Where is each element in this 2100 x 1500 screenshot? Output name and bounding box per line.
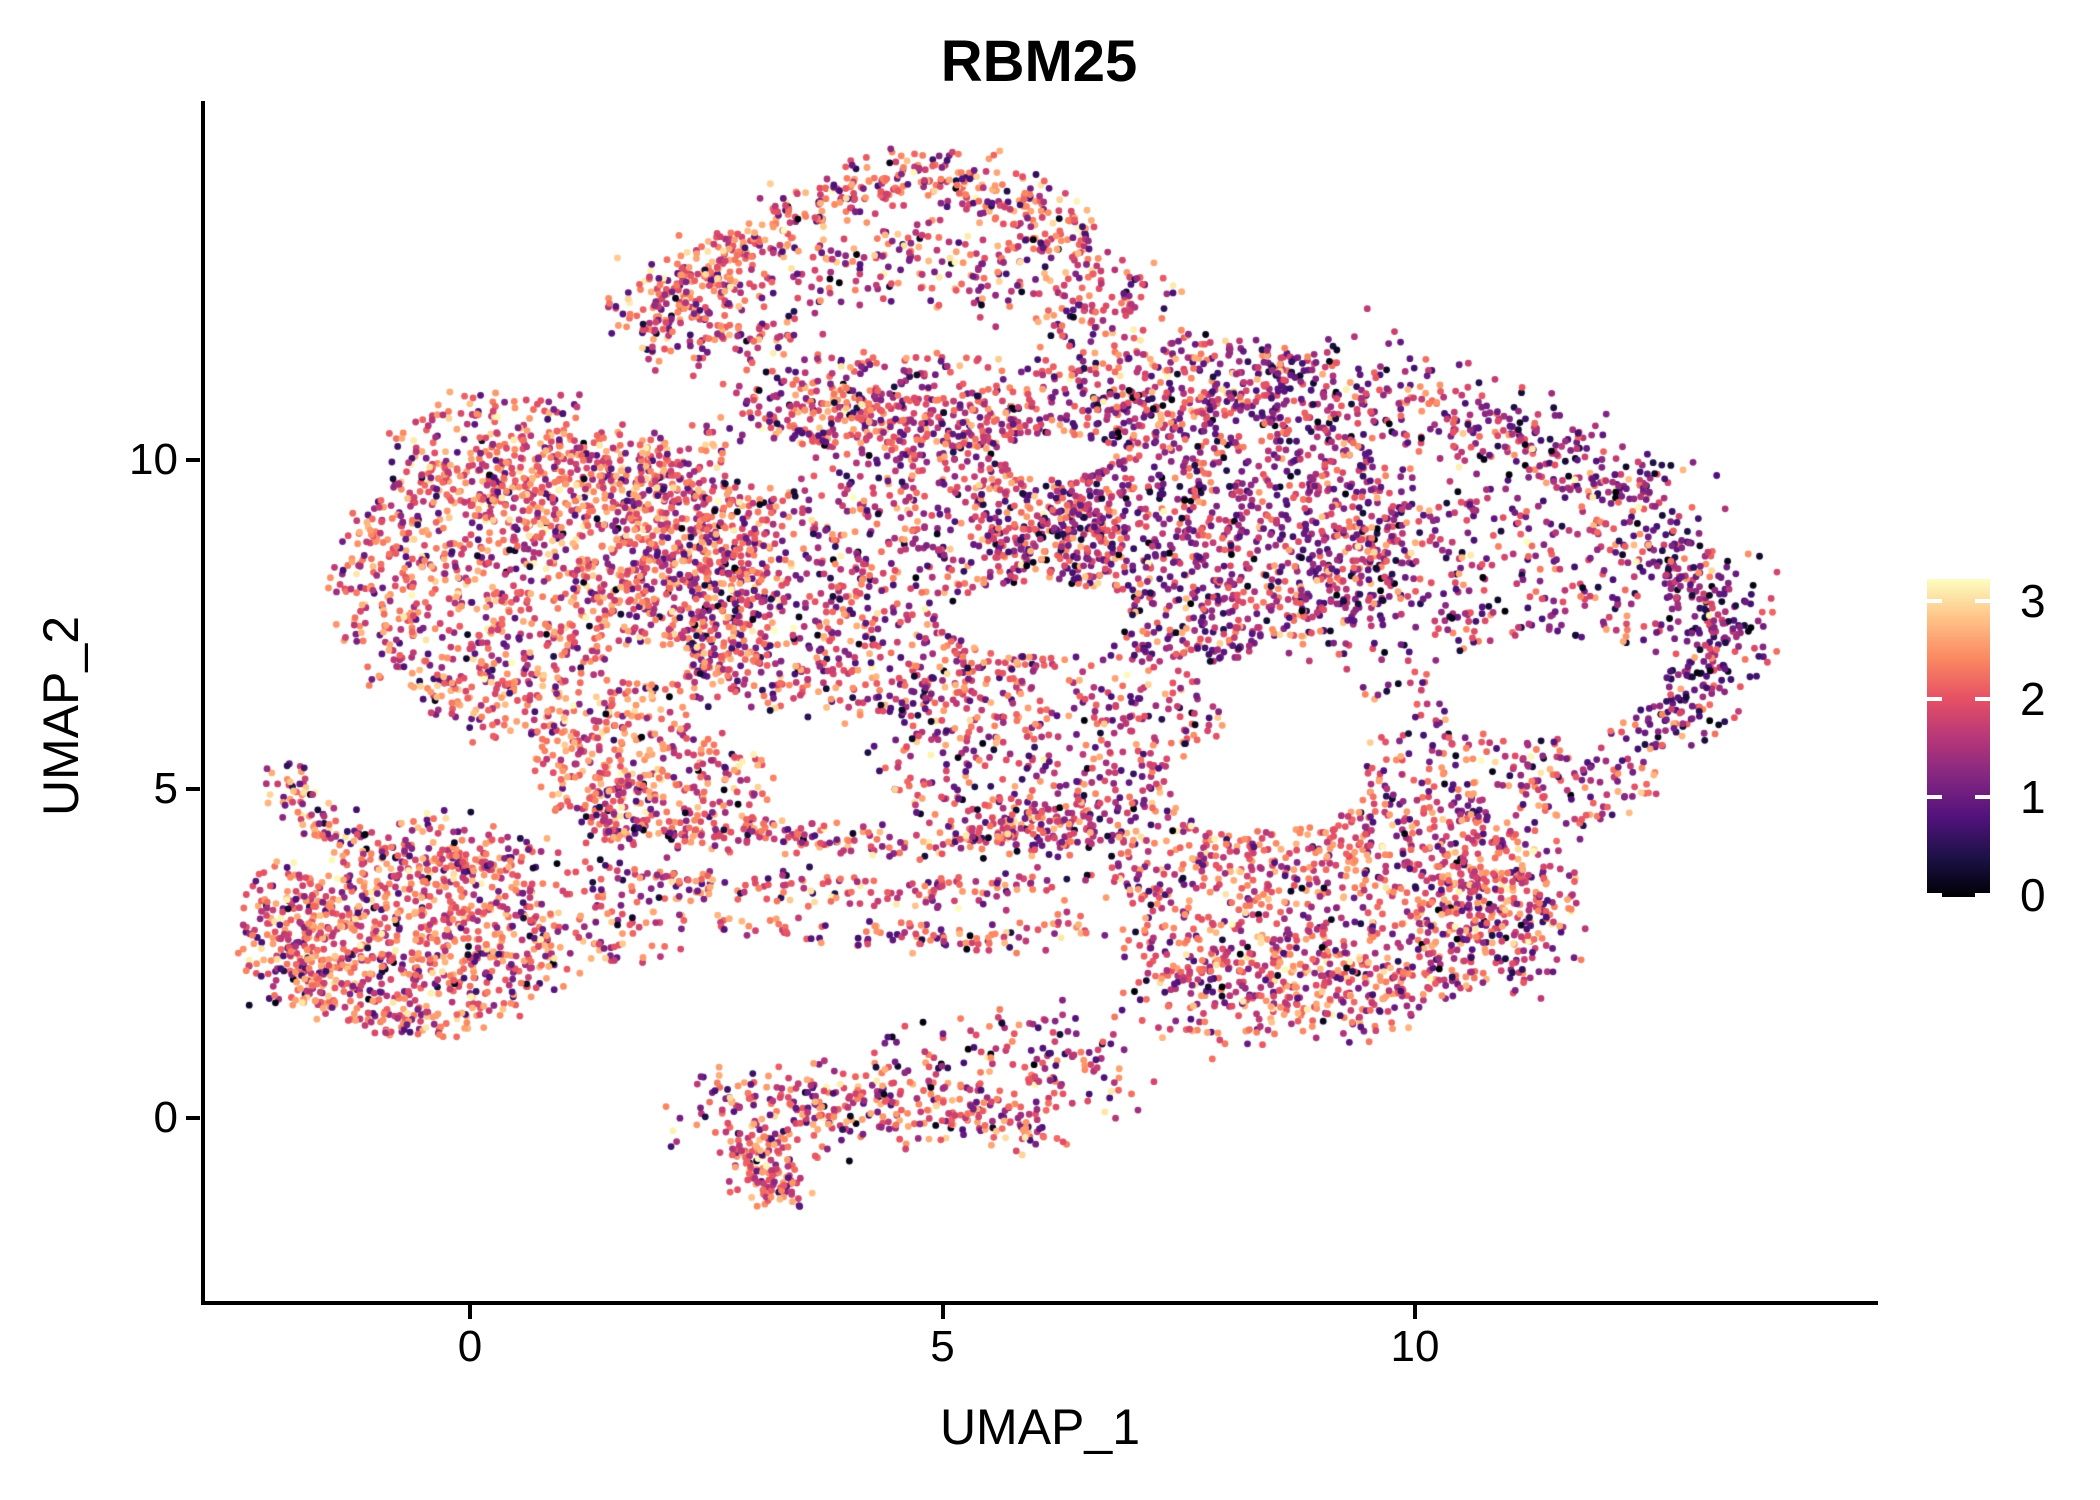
plot-title: RBM25 [940, 29, 1138, 94]
x-axis-line [201, 1301, 1878, 1305]
y-tick-label: 0 [153, 1093, 178, 1142]
colorbar-tick-label: 0 [2020, 869, 2046, 921]
colorbar-tick-notch [1927, 599, 1942, 603]
y-tick-mark [186, 787, 200, 791]
colorbar-tick-notch [1975, 795, 1990, 799]
expression-colorbar [1927, 579, 1990, 897]
x-tick-mark [940, 1305, 945, 1319]
y-tick-mark [186, 458, 200, 462]
colorbar-tick-notch [1975, 697, 1990, 701]
x-tick-label: 10 [1390, 1322, 1440, 1371]
colorbar-tick-label: 1 [2020, 771, 2046, 823]
x-tick-mark [1413, 1305, 1417, 1319]
colorbar-tick-label: 2 [2020, 673, 2046, 725]
x-tick-label: 5 [930, 1322, 955, 1371]
colorbar-tick-notch [1927, 697, 1942, 701]
colorbar-tick-notch [1975, 893, 1990, 897]
colorbar-tick-notch [1975, 599, 1990, 603]
y-axis-line [201, 101, 205, 1303]
y-tick-mark [186, 1116, 200, 1120]
colorbar-tick-notch [1927, 893, 1942, 897]
y-axis-title: UMAP_2 [33, 615, 89, 817]
colorbar-tick-notch [1927, 795, 1942, 799]
x-tick-label: 0 [457, 1322, 483, 1371]
x-axis-title: UMAP_1 [939, 1399, 1141, 1455]
y-tick-label: 10 [129, 435, 178, 484]
y-tick-label: 5 [153, 764, 178, 813]
colorbar-tick-label: 3 [2020, 575, 2046, 627]
x-tick-mark [468, 1305, 472, 1319]
